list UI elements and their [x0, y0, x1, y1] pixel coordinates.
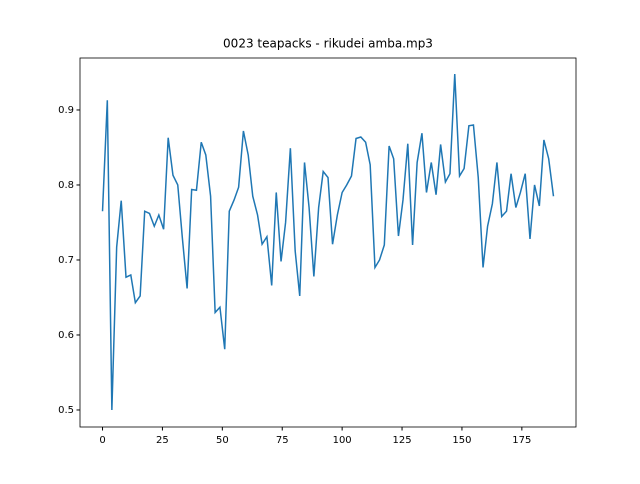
y-tick-label: 0.8 — [58, 180, 74, 191]
x-tick-label: 100 — [333, 435, 352, 446]
y-tick-label: 0.9 — [58, 105, 74, 116]
x-tick-label: 175 — [512, 435, 531, 446]
x-tick-label: 50 — [216, 435, 229, 446]
chart-title: 0023 teapacks - rikudei amba.mp3 — [223, 37, 433, 51]
x-tick-label: 75 — [276, 435, 289, 446]
x-tick-label: 150 — [452, 435, 471, 446]
y-tick-label: 0.6 — [58, 330, 74, 341]
x-tick-label: 25 — [156, 435, 169, 446]
line-series — [101, 73, 555, 410]
x-tick-label: 125 — [392, 435, 411, 446]
plot-frame — [79, 57, 577, 428]
y-tick-label: 0.7 — [58, 255, 74, 266]
x-tick-label: 0 — [99, 435, 105, 446]
y-tick-label: 0.5 — [58, 405, 74, 416]
